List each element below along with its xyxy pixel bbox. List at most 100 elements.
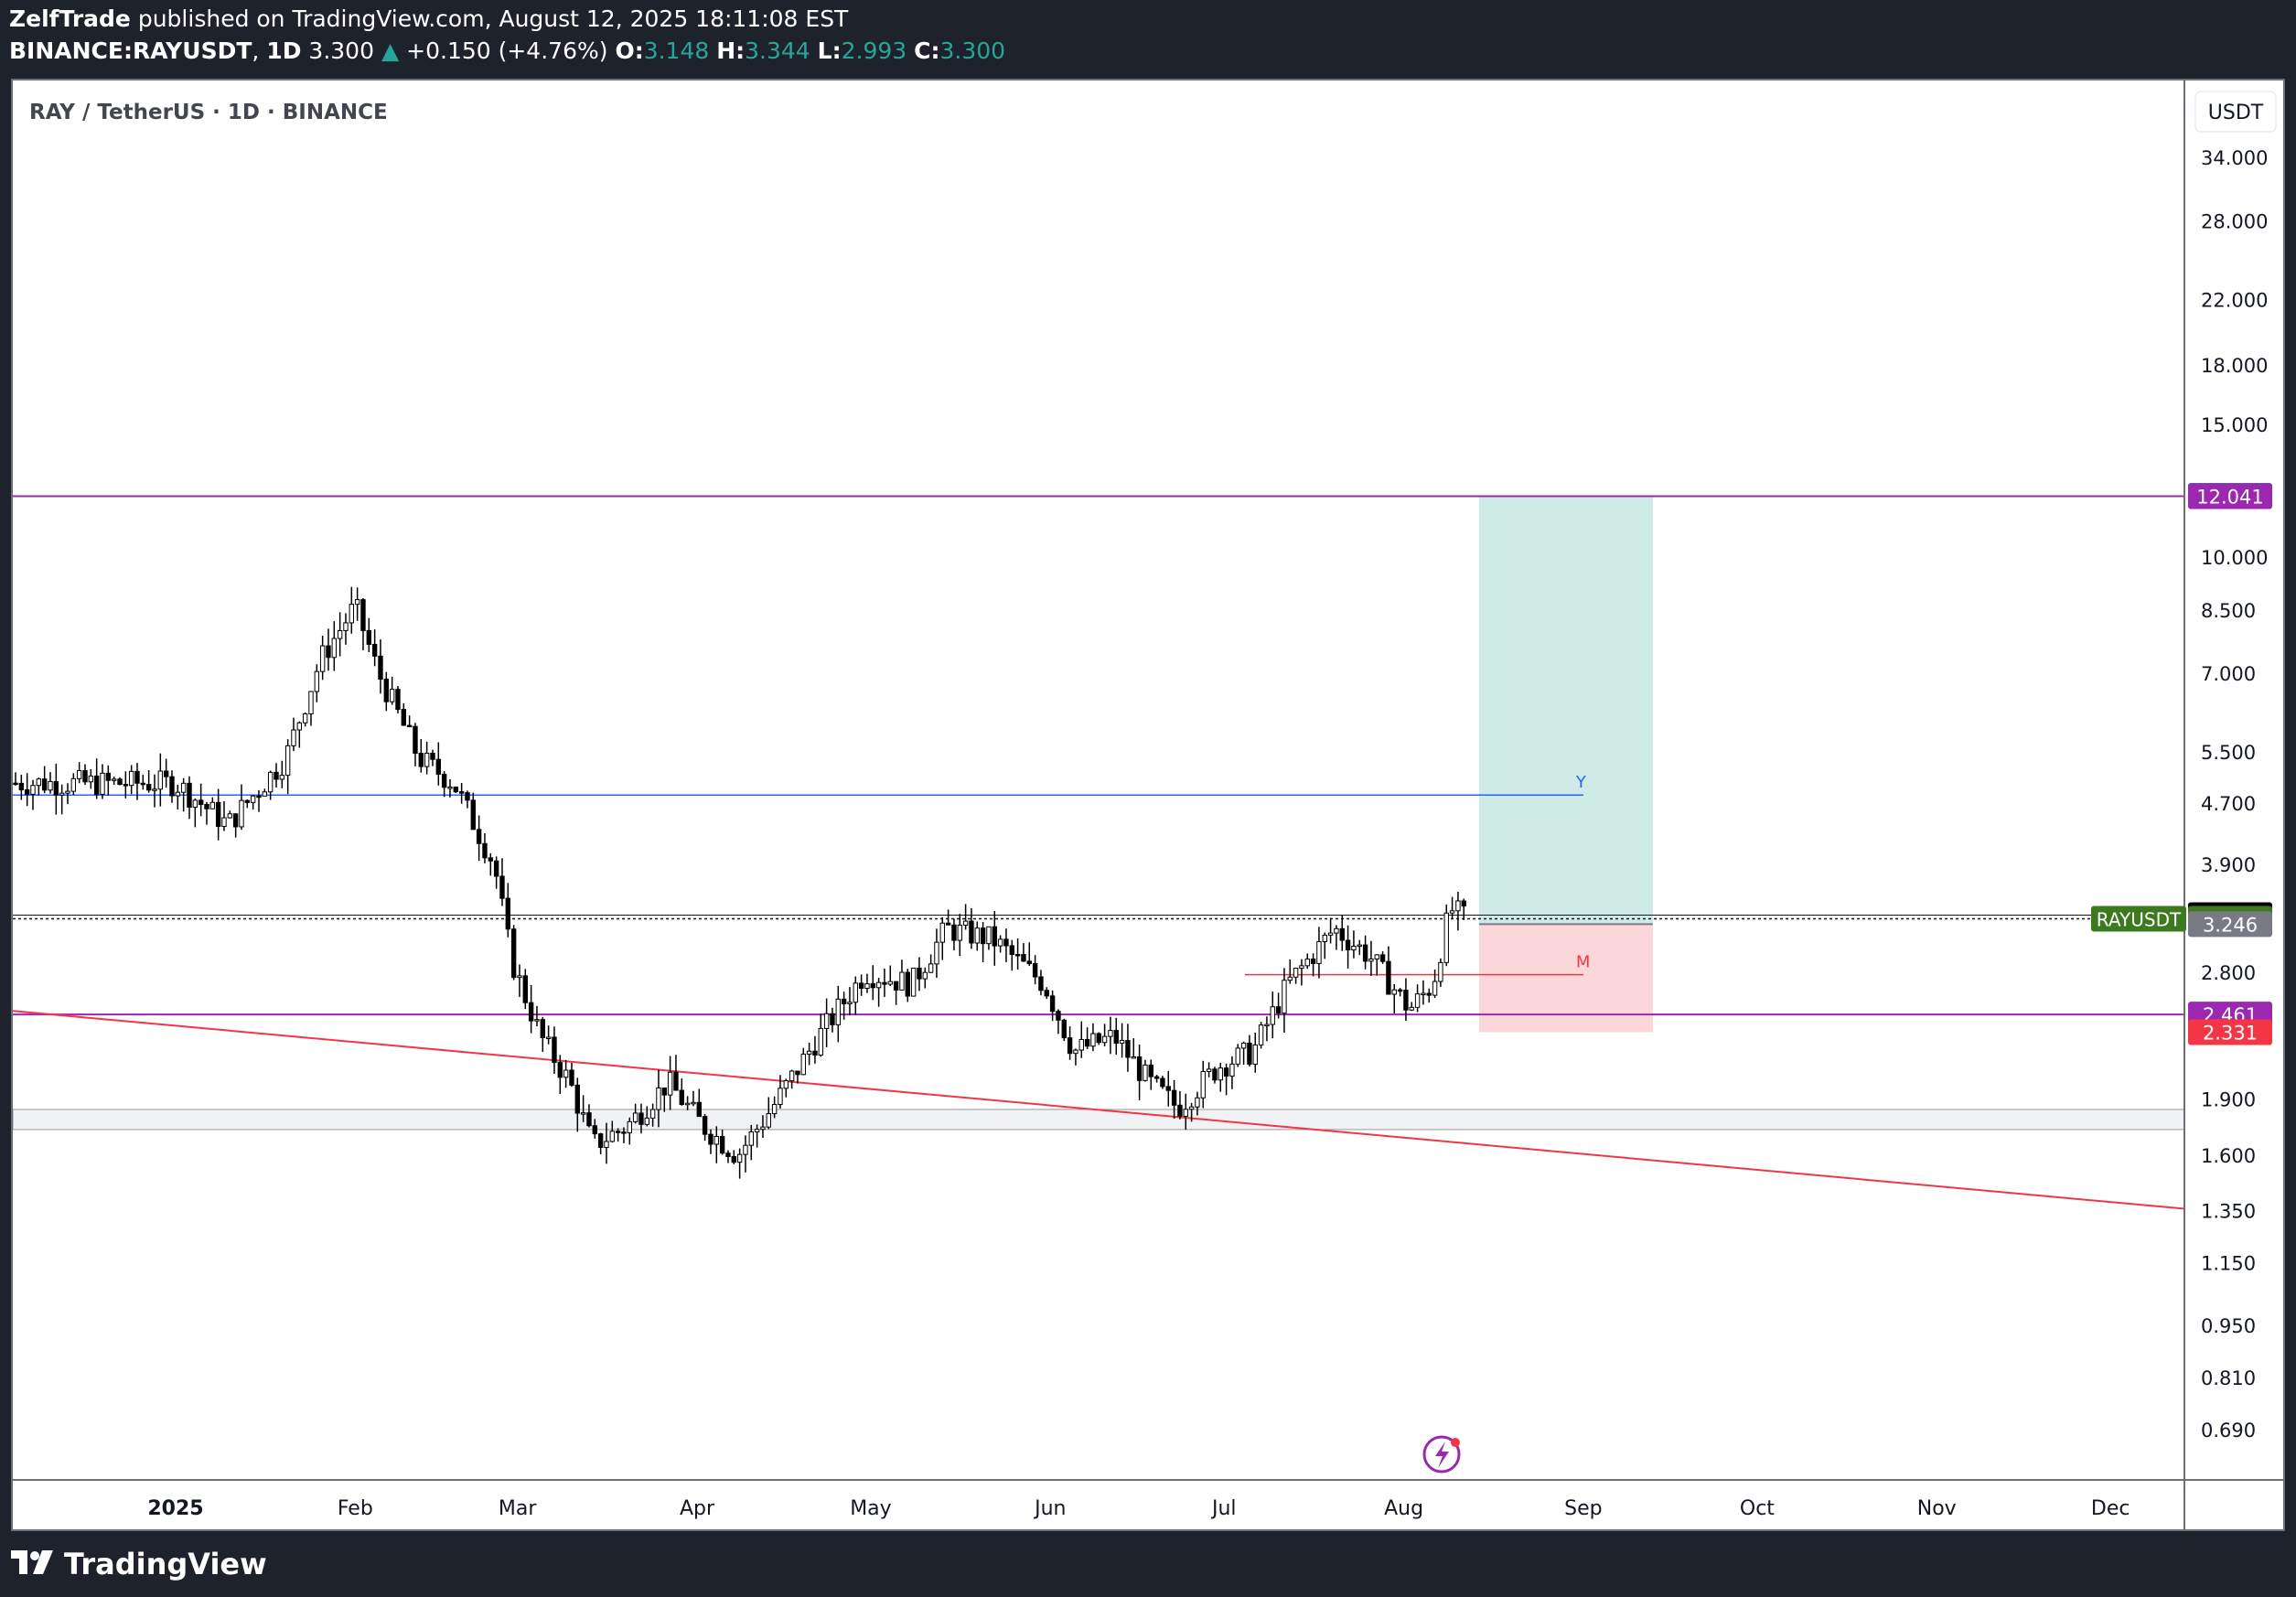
candle-body [962,920,969,926]
candle-body [232,813,239,828]
candle-body [661,1087,667,1096]
support-zone[interactable] [13,1109,2185,1131]
candle-body [649,1109,656,1119]
candle-body [244,799,251,803]
candle-body [1206,1068,1212,1073]
candle-body [1218,1067,1223,1081]
candle-body [725,1152,731,1157]
candle-body [70,777,77,792]
candle-body [563,1069,569,1078]
candle-body [128,770,134,787]
candle-body [696,1101,702,1118]
candle-body [667,1071,673,1096]
candle-body [1229,1063,1235,1077]
y-tick-label: 7.000 [2201,663,2256,685]
candle-body [1270,1006,1275,1025]
candle-body [1379,954,1386,962]
tradingview-logo-icon [11,1550,53,1574]
level-line-label: Y [1575,773,1587,792]
candle-body [274,771,279,780]
candle-body [145,784,152,791]
candle-body [239,799,244,828]
candle-body [18,782,25,791]
candle-body [951,924,957,941]
y-tick-label: 3.900 [2201,854,2256,876]
x-tick-label: Sep [1564,1497,1602,1520]
y-tick-label: 22.000 [2201,289,2268,311]
candle-body [134,770,140,784]
candle-body [713,1136,719,1145]
x-tick-label: Aug [1384,1497,1423,1520]
candle-body [569,1069,574,1086]
candle-body [1073,1049,1078,1055]
chart-title: RAY / TetherUS · 1D · BINANCE [29,101,388,124]
candle-body [326,645,331,659]
candle-body [1455,900,1461,912]
candle-body [870,983,875,989]
candle-body [418,752,424,767]
candle-body [905,971,910,997]
x-tick-label: Dec [2091,1497,2130,1520]
candle-body [308,691,314,714]
x-tick-label: Feb [338,1497,373,1520]
lightning-icon[interactable] [1422,1435,1461,1474]
candle-body [1386,960,1391,995]
candle-body [76,770,82,779]
candle-body [180,782,187,793]
candle-body [1362,944,1368,962]
candle-body [1014,953,1021,957]
candle-body [1212,1068,1218,1081]
symbol: BINANCE:RAYUSDT [9,38,252,64]
candle-body [783,1080,789,1089]
candle-body [621,1131,627,1134]
candle-body [656,1087,661,1110]
x-tick-label: Nov [1917,1497,1957,1520]
candle-body [545,1036,552,1039]
candle-body [1195,1097,1200,1108]
open-label: O: [615,38,644,64]
high-label: H: [716,38,746,64]
candle-body [413,725,418,754]
candle-body [105,772,112,781]
candle-body [957,924,962,941]
tradingview-brand-text: TradingView [64,1547,267,1581]
y-tick-label: 18.000 [2201,355,2268,377]
tradingview-logo[interactable]: TradingView [11,1544,267,1584]
candle-body [1223,1067,1229,1077]
chart-header-line1: ZelfTrade published on TradingView.com, … [9,5,848,32]
currency-label[interactable]: USDT [2208,102,2264,124]
candle-body [1449,910,1455,914]
candle-body [534,1019,540,1022]
candle-body [1334,927,1339,934]
candle-body [875,981,882,989]
candle-body [163,770,169,777]
candle-body [731,1155,736,1163]
candle-body [406,724,413,728]
candle-body [505,897,511,930]
candle-body [1299,965,1304,970]
y-tick-label: 5.500 [2201,742,2256,764]
candle-body [1183,1109,1188,1117]
price-chart[interactable]: Y M RAY / TetherUS · 1D · BINANCE USDT 34… [13,80,2283,1529]
candle-body [597,1133,604,1148]
currency-button-bg[interactable] [2194,91,2277,133]
candle-body [204,804,209,809]
target-zone[interactable] [1478,495,1653,925]
trendline[interactable] [13,1010,2185,1210]
candle-body [1316,940,1322,964]
candle-body [679,1089,684,1105]
candle-body [447,786,453,789]
candle-body [910,967,917,997]
candle-body [719,1136,725,1154]
candle-body [1153,1076,1160,1079]
candle-body [789,1070,795,1082]
candle-body [343,622,349,631]
candle-body [1247,1042,1252,1065]
chart-frame[interactable]: Y M RAY / TetherUS · 1D · BINANCE USDT 34… [11,79,2285,1531]
candle-body [465,792,470,801]
candle-body [1409,1006,1414,1011]
stop-zone[interactable] [1478,924,1653,1033]
candle-body [1438,961,1443,982]
author-name[interactable]: ZelfTrade [9,5,131,32]
candle-body [638,1112,644,1125]
